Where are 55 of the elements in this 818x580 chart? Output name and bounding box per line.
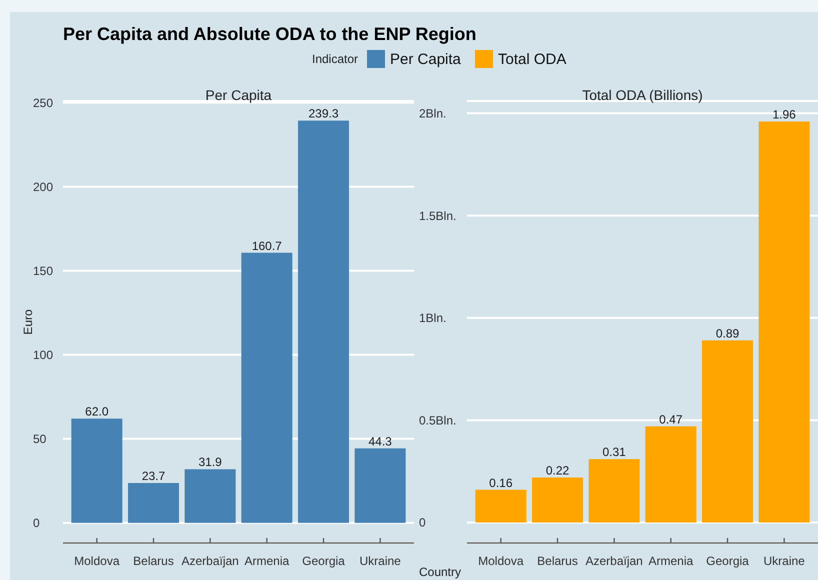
x-tick-label: Azerbaïjan xyxy=(181,554,239,568)
x-axis-title: Country xyxy=(418,565,462,579)
legend-title: Indicator xyxy=(312,52,358,66)
legend-label: Total ODA xyxy=(498,50,566,68)
bar xyxy=(354,448,406,523)
data-label: 0.47 xyxy=(659,412,683,426)
y-tick-label: 0.5Bln. xyxy=(419,413,456,428)
bar xyxy=(184,469,236,523)
bar xyxy=(588,459,640,523)
data-label: 44.3 xyxy=(368,434,392,448)
data-label: 160.7 xyxy=(252,238,282,253)
chart-subtitle: Total ODA (Billions) xyxy=(581,87,704,103)
data-label: 62.0 xyxy=(85,404,109,419)
bar xyxy=(532,478,583,523)
bar xyxy=(645,426,696,523)
bar xyxy=(758,121,810,523)
bar xyxy=(128,483,179,523)
bar xyxy=(702,340,753,523)
y-tick-label: 200 xyxy=(33,180,54,194)
y-axis-title: Euro xyxy=(21,309,35,335)
y-tick-label: 150 xyxy=(33,264,54,278)
data-label: 239.3 xyxy=(308,106,339,121)
bar xyxy=(475,490,526,523)
y-tick-label: 1Bln. xyxy=(419,311,446,326)
x-tick-label: Belarus xyxy=(133,554,174,568)
data-label: 0.16 xyxy=(489,476,513,490)
x-tick-label: Georgia xyxy=(706,554,750,568)
x-tick-label: Ukraine xyxy=(763,554,806,568)
data-label: 0.89 xyxy=(716,326,740,340)
x-tick-label: Georgia xyxy=(302,554,346,568)
chart-subtitle: Per Capita xyxy=(204,87,273,103)
data-label: 0.31 xyxy=(602,445,626,460)
data-label: 31.9 xyxy=(198,455,222,470)
x-tick-label: Belarus xyxy=(537,554,578,568)
y-tick-label: 50 xyxy=(33,432,47,446)
x-tick-label: Moldova xyxy=(478,554,524,568)
bar xyxy=(241,252,292,523)
bar xyxy=(71,418,122,523)
y-tick-label: 250 xyxy=(33,96,54,110)
y-tick-label: 2Bln. xyxy=(419,106,446,120)
data-label: 1.96 xyxy=(772,107,796,122)
y-tick-label: 100 xyxy=(33,348,54,362)
y-tick-label: 1.5Bln. xyxy=(419,208,456,223)
data-label: 0.22 xyxy=(546,464,570,478)
x-tick-label: Moldova xyxy=(74,554,120,568)
x-tick-label: Armenia xyxy=(648,554,694,568)
x-tick-label: Ukraine xyxy=(359,554,402,568)
chart-title: Per Capita and Absolute ODA to the ENP Region xyxy=(63,24,476,44)
bar xyxy=(298,120,349,523)
y-tick-label: 0 xyxy=(33,516,40,530)
x-tick-label: Armenia xyxy=(244,554,290,568)
data-label: 23.7 xyxy=(142,469,166,483)
y-tick-label: 0 xyxy=(419,516,426,530)
x-tick-label: Azerbaïjan xyxy=(585,554,643,568)
legend-label: Per Capita xyxy=(390,50,461,68)
